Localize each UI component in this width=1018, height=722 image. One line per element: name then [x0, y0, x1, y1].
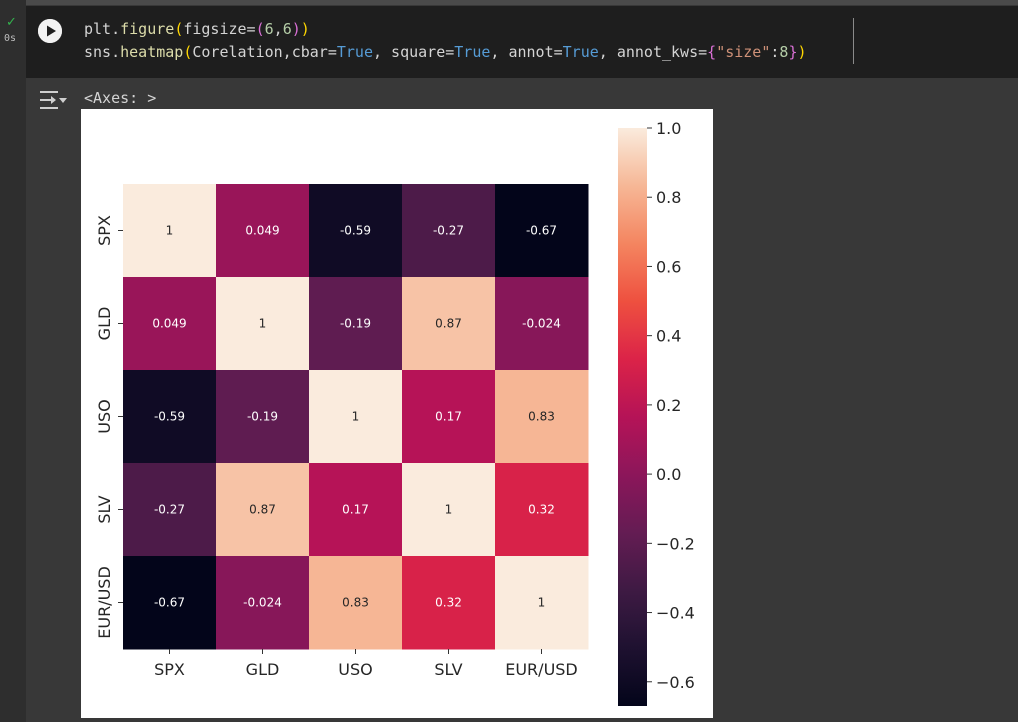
- heatmap-cell: [216, 277, 310, 371]
- heatmap-cell: [216, 463, 310, 557]
- heatmap-cell: [402, 556, 496, 650]
- code-line-1: plt.figure(figsize=(6,6)): [84, 20, 310, 38]
- code-cell[interactable]: [26, 6, 1018, 78]
- heatmap-cell: [402, 463, 496, 557]
- heatmap-cell: [495, 277, 589, 371]
- cell-annotation: 1: [259, 317, 267, 331]
- heatmap-cell: [402, 370, 496, 464]
- cell-gutter: ✓ 0s: [0, 0, 26, 722]
- cell-annotation: 0.87: [435, 317, 462, 331]
- heatmap-cell: [216, 184, 310, 278]
- x-tick-label: USO: [338, 660, 372, 679]
- cell-annotation: -0.27: [433, 224, 464, 238]
- cell-annotation: -0.67: [526, 224, 557, 238]
- cell-top-border: [26, 0, 1018, 5]
- cell-annotation: -0.19: [340, 317, 371, 331]
- y-tick-label: USO: [95, 399, 114, 433]
- checkmark-icon: ✓: [6, 15, 17, 30]
- cell-annotation: 0.17: [435, 410, 462, 424]
- editor-scroll-edge: [853, 18, 854, 64]
- heatmap-figure: 1 0.049 -0.59 -0.27 -0.67 0.049 1 -0.19 0.87 -0.0…: [81, 109, 713, 718]
- cell-annotation: -0.024: [243, 596, 282, 610]
- heatmap-cell: [123, 556, 217, 650]
- cell-annotation: 0.87: [249, 503, 276, 517]
- heatmap-cell: [495, 370, 589, 464]
- cell-annotation: -0.27: [154, 503, 185, 517]
- cell-annotation: 0.32: [528, 503, 555, 517]
- heatmap-cell: [216, 370, 310, 464]
- x-tick-label: SPX: [154, 660, 185, 679]
- heatmap-cell: [495, 463, 589, 557]
- cell-annotation: 0.32: [435, 596, 462, 610]
- cell-annotation: -0.024: [522, 317, 561, 331]
- y-tick-label: EUR/USD: [95, 566, 114, 639]
- heatmap-cell: [402, 277, 496, 371]
- x-tick-label: EUR/USD: [505, 660, 578, 679]
- heatmap-cell: [309, 370, 403, 464]
- colorbar-tick-label: 1.0: [656, 119, 681, 138]
- heatmap-cell: [123, 370, 217, 464]
- heatmap-cell: [309, 184, 403, 278]
- cell-annotation: 1: [538, 596, 546, 610]
- heatmap-cell: [123, 184, 217, 278]
- colorbar: [618, 128, 647, 706]
- y-tick-label: GLD: [95, 307, 114, 341]
- heatmap-cell: [216, 556, 310, 650]
- output-text: <Axes: >: [84, 89, 157, 107]
- heatmap-cell: [495, 184, 589, 278]
- y-tick-label: SPX: [95, 215, 114, 246]
- cell-annotation: 0.049: [152, 317, 186, 331]
- execution-time: 0s: [4, 33, 17, 44]
- heatmap-cell: [309, 463, 403, 557]
- cell-annotation: -0.59: [340, 224, 371, 238]
- cell-annotation: 1: [445, 503, 453, 517]
- cell-annotation: 0.83: [528, 410, 555, 424]
- cell-annotation: 0.049: [245, 224, 279, 238]
- colorbar-tick-label: 0.2: [656, 396, 681, 415]
- heatmap-cell: [123, 463, 217, 557]
- x-tick-label: SLV: [434, 660, 462, 679]
- heatmap-cell: [309, 277, 403, 371]
- cell-annotation: 1: [352, 410, 360, 424]
- cell-annotation: 0.17: [342, 503, 369, 517]
- output-toggle-icon[interactable]: [38, 88, 68, 112]
- heatmap-cell: [495, 556, 589, 650]
- heatmap-cell: [123, 277, 217, 371]
- run-cell-button[interactable]: [38, 19, 62, 43]
- colorbar-tick-label: −0.2: [656, 534, 695, 553]
- heatmap-cell: [309, 556, 403, 650]
- x-tick-label: GLD: [246, 660, 280, 679]
- colorbar-tick-label: 0.4: [656, 327, 681, 346]
- cell-annotation: 0.83: [342, 596, 369, 610]
- heatmap-svg: 1 0.049 -0.59 -0.27 -0.67 0.049 1 -0.19 0.87 -0.0…: [95, 119, 695, 706]
- cell-annotation: -0.67: [154, 596, 185, 610]
- play-icon: [38, 19, 62, 43]
- colorbar-tick-label: 0.0: [656, 465, 681, 484]
- colorbar-tick-label: −0.4: [656, 604, 695, 623]
- colorbar-tick-label: 0.8: [656, 188, 681, 207]
- colorbar-tick-label: −0.6: [656, 673, 695, 692]
- cell-annotation: -0.19: [247, 410, 278, 424]
- code-editor[interactable]: plt.figure(figsize=(6,6)) sns.heatmap(Co…: [84, 18, 807, 64]
- code-line-2: sns.heatmap(Corelation,cbar=True, square…: [84, 43, 807, 61]
- cell-annotation: 1: [166, 224, 174, 238]
- cell-annotation: -0.59: [154, 410, 185, 424]
- colorbar-tick-label: 0.6: [656, 257, 681, 276]
- y-tick-label: SLV: [95, 495, 114, 523]
- heatmap-cell: [402, 184, 496, 278]
